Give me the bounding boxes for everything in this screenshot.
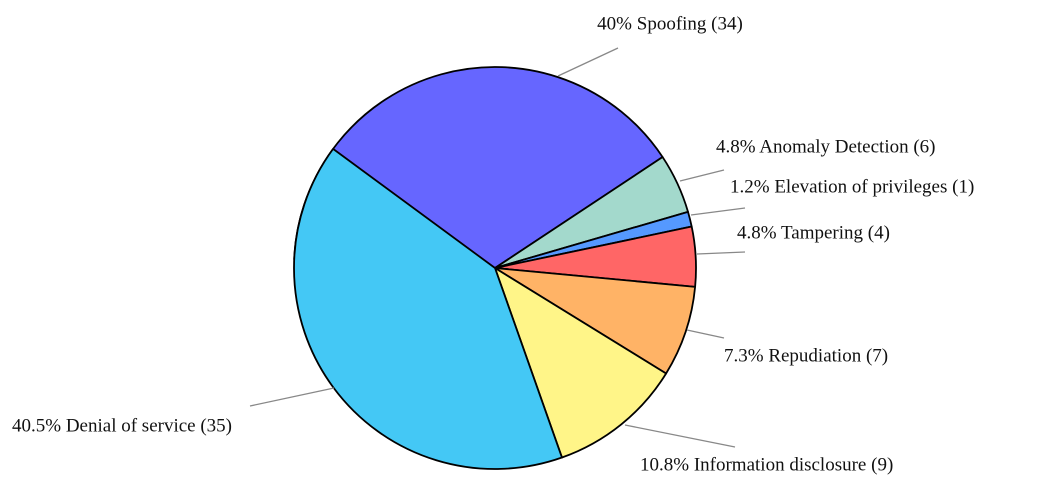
slice-label: 4.8% Anomaly Detection (6) — [716, 136, 936, 157]
leader-line — [679, 169, 725, 182]
leader-line — [696, 251, 746, 255]
leader-line — [557, 47, 619, 77]
slice-label: 40.5% Denial of service (35) — [12, 415, 232, 436]
slice-label: 1.2% Elevation of privileges (1) — [730, 176, 974, 197]
slice-label: 10.8% Information disclosure (9) — [640, 454, 893, 475]
pie-slice — [494, 267, 667, 459]
leader-line — [690, 207, 746, 216]
slice-label: 7.3% Repudiation (7) — [724, 345, 888, 366]
leader-line — [686, 329, 725, 339]
leader-line — [624, 424, 736, 448]
slice-label: 40% Spoofing (34) — [597, 13, 743, 34]
slice-label: 4.8% Tampering (4) — [737, 222, 890, 243]
leader-line — [249, 387, 335, 407]
